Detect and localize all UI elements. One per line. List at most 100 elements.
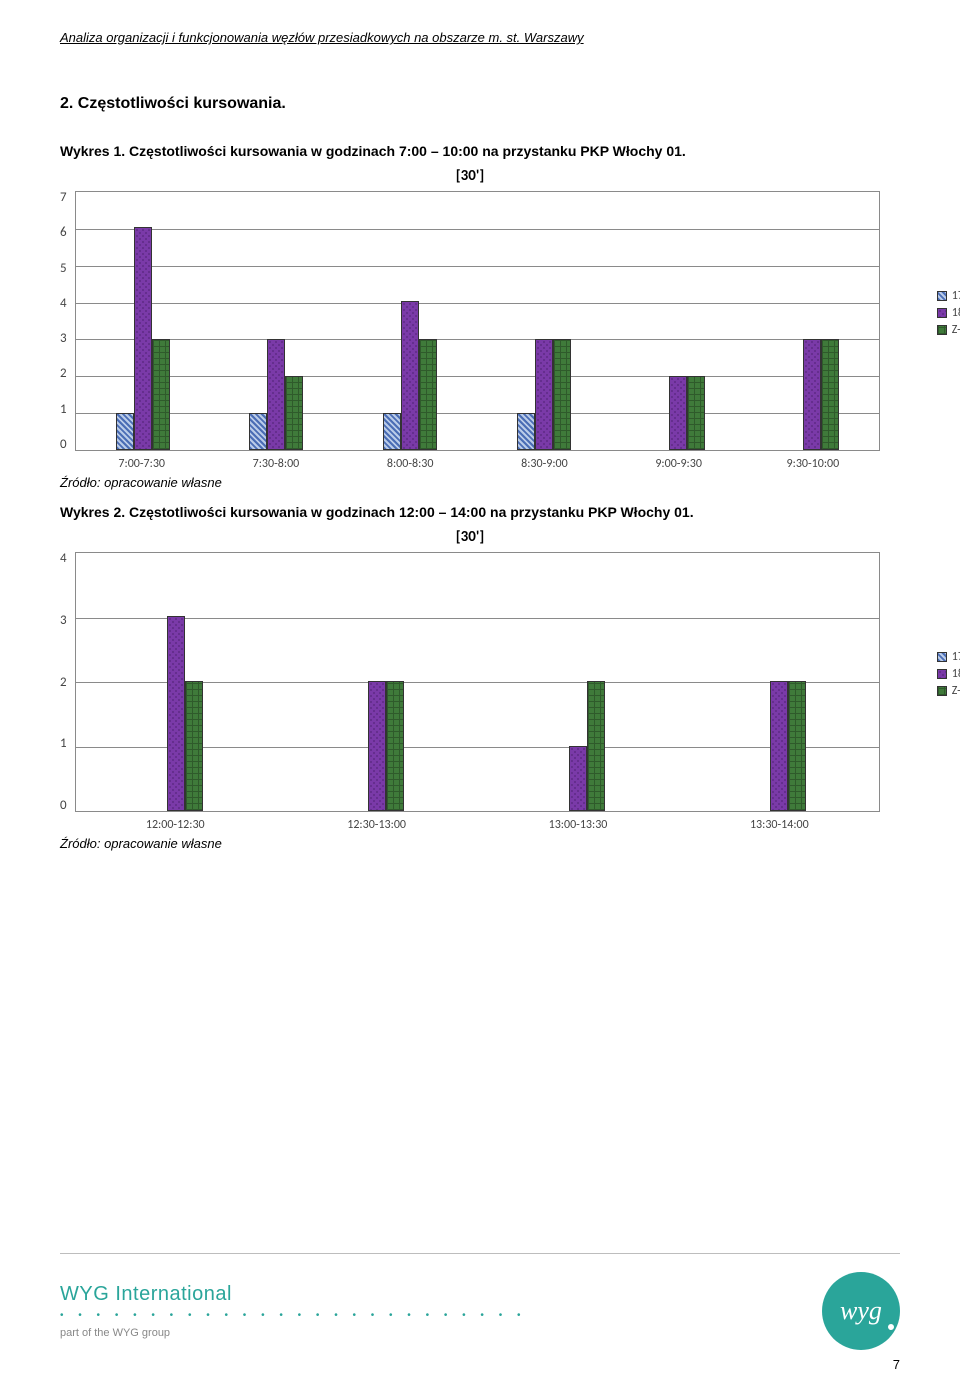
bar-group [611, 192, 745, 450]
x-tick: 13:00-13:30 [477, 818, 678, 832]
y-tick: 4 [60, 552, 67, 565]
bar-178 [517, 413, 535, 450]
bar-189 [770, 681, 788, 811]
x-axis: 7:00-7:307:30-8:008:00-8:308:30-9:009:00… [75, 457, 880, 471]
legend-item: Z-9 [937, 323, 960, 337]
bar-Z-9 [788, 681, 806, 811]
y-tick: 0 [60, 799, 67, 812]
chart1-source: Źródło: opracowanie własne [60, 475, 900, 490]
legend-label: 178 [952, 289, 960, 303]
legend-label: 189 [952, 306, 960, 320]
bar-178 [383, 413, 401, 450]
y-axis: 4 3 2 1 0 [60, 552, 75, 812]
bar-189 [669, 376, 687, 450]
chart2-caption: Wykres 2. Częstotliwości kursowania w go… [60, 504, 900, 520]
x-tick: 8:00-8:30 [343, 457, 477, 471]
x-tick: 7:00-7:30 [75, 457, 209, 471]
bar-189 [368, 681, 386, 811]
legend-label: 178 [952, 650, 960, 664]
footer-brand-b: International [109, 1283, 232, 1305]
x-tick: 13:30-14:00 [679, 818, 880, 832]
x-tick: 8:30-9:00 [477, 457, 611, 471]
legend-item: Z-9 [937, 684, 960, 698]
bar-178 [116, 413, 134, 450]
y-tick: 2 [60, 676, 67, 689]
bar-Z-9 [553, 339, 571, 450]
bar-189 [535, 339, 553, 450]
legend-swatch [937, 325, 947, 335]
wyg-logo-icon: wyg [822, 1272, 900, 1350]
chart2: [30'] 4 3 2 1 0 12:00-12:3012:30-13:0013:00-13… [60, 528, 880, 832]
chart-title: [30'] [60, 167, 880, 185]
bar-group [76, 553, 277, 811]
bar-group [276, 553, 477, 811]
legend-label: 189 [952, 667, 960, 681]
chart2-source: Źródło: opracowanie własne [60, 836, 900, 851]
page-number: 7 [893, 1357, 900, 1372]
x-tick: 12:00-12:30 [75, 818, 276, 832]
bar-Z-9 [185, 681, 203, 811]
bar-group [343, 192, 477, 450]
footer-rule [60, 1253, 900, 1254]
bar-Z-9 [152, 339, 170, 450]
y-tick: 3 [60, 332, 67, 345]
x-tick: 9:30-10:00 [746, 457, 880, 471]
bar-group [745, 192, 879, 450]
chart1: [30']765432107:00-7:307:30-8:008:00-8:30… [60, 167, 880, 471]
y-tick: 4 [60, 297, 67, 310]
y-axis: 76543210 [60, 191, 75, 451]
bar-189 [803, 339, 821, 450]
y-tick: 6 [60, 226, 67, 239]
legend-label: Z-9 [952, 323, 960, 337]
plot-area [75, 191, 880, 451]
bar-178 [249, 413, 267, 450]
bar-group [76, 192, 210, 450]
legend-swatch [937, 291, 947, 301]
footer-brand-block: WYG International • • • • • • • • • • • … [60, 1283, 526, 1339]
bar-Z-9 [285, 376, 303, 450]
x-axis: 12:00-12:3012:30-13:0013:00-13:3013:30-1… [75, 818, 880, 832]
footer-brand-a: WYG [60, 1283, 109, 1305]
legend: 178 189 Z-9 [937, 289, 960, 340]
page-header: Analiza organizacji i funkcjonowania węz… [60, 30, 900, 45]
bar-Z-9 [386, 681, 404, 811]
plot-area [75, 552, 880, 812]
bar-189 [569, 746, 587, 811]
legend-label: Z-9 [952, 684, 960, 698]
chart-title: [30'] [60, 528, 880, 546]
bar-189 [167, 616, 185, 811]
legend: 178 189 Z-9 [937, 650, 960, 701]
footer-brand: WYG International [60, 1283, 526, 1306]
section-heading: 2. Częstotliwości kursowania. [60, 95, 900, 113]
bar-189 [267, 339, 285, 450]
y-tick: 3 [60, 614, 67, 627]
legend-item: 189 [937, 667, 960, 681]
page-footer: WYG International • • • • • • • • • • • … [60, 1253, 900, 1350]
bar-group [678, 553, 879, 811]
legend-item: 178 [937, 650, 960, 664]
chart1-caption: Wykres 1. Częstotliwości kursowania w go… [60, 143, 900, 159]
y-tick: 1 [60, 737, 67, 750]
bar-group [210, 192, 344, 450]
legend-item: 189 [937, 306, 960, 320]
y-tick: 5 [60, 262, 67, 275]
y-tick: 2 [60, 367, 67, 380]
y-tick: 0 [60, 438, 67, 451]
x-tick: 12:30-13:00 [276, 818, 477, 832]
legend-swatch [937, 652, 947, 662]
footer-sub: part of the WYG group [60, 1327, 526, 1339]
bar-Z-9 [419, 339, 437, 450]
bar-189 [401, 301, 419, 450]
x-tick: 9:00-9:30 [612, 457, 746, 471]
legend-item: 178 [937, 289, 960, 303]
bar-189 [134, 227, 152, 450]
legend-swatch [937, 686, 947, 696]
bar-Z-9 [821, 339, 839, 450]
footer-dots: • • • • • • • • • • • • • • • • • • • • … [60, 1310, 526, 1321]
bar-Z-9 [587, 681, 605, 811]
bar-Z-9 [687, 376, 705, 450]
y-tick: 7 [60, 191, 67, 204]
x-tick: 7:30-8:00 [209, 457, 343, 471]
bar-group [477, 553, 678, 811]
bar-group [477, 192, 611, 450]
